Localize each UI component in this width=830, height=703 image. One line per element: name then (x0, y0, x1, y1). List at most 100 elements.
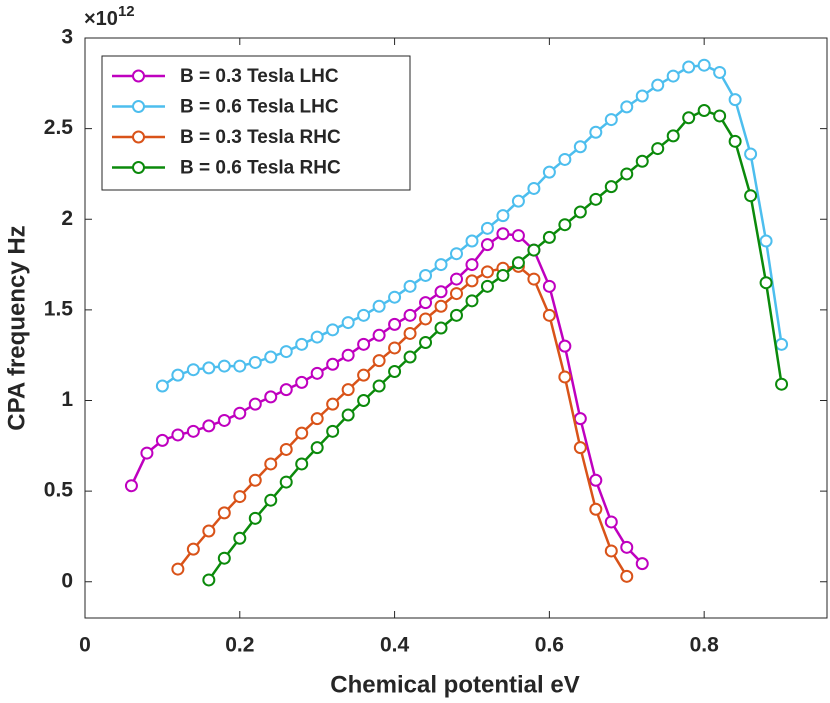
point (341, 408, 355, 422)
point (217, 506, 231, 520)
point (310, 441, 324, 455)
point (450, 272, 463, 286)
point (357, 394, 371, 407)
point (635, 557, 649, 571)
point (341, 348, 355, 362)
point (326, 424, 340, 438)
point (372, 354, 386, 368)
point (279, 383, 293, 397)
point (775, 377, 789, 391)
legend-label: B = 0.6 Tesla RHC (180, 158, 341, 179)
point (635, 154, 649, 168)
point (372, 299, 386, 313)
point (264, 493, 278, 507)
point (573, 205, 587, 219)
point (542, 279, 556, 293)
point (388, 341, 402, 355)
point (697, 104, 711, 117)
point (419, 312, 433, 326)
point (527, 243, 541, 257)
point (388, 317, 402, 331)
point (666, 129, 680, 143)
point (357, 308, 371, 322)
point (372, 379, 386, 393)
x-axis-label: Chemical potential eV (330, 671, 579, 698)
point (279, 475, 293, 489)
point (310, 330, 324, 344)
point (450, 287, 463, 301)
point (357, 337, 371, 351)
point (310, 412, 324, 426)
y-axis-label: CPA frequency Hz (3, 225, 30, 430)
point (682, 111, 696, 125)
x-tick-label: 0.4 (380, 634, 410, 657)
point (697, 58, 711, 72)
point (542, 165, 556, 179)
point (651, 78, 665, 92)
point (682, 60, 696, 74)
point (388, 290, 402, 304)
point (419, 296, 433, 310)
point (341, 316, 355, 330)
point (480, 265, 494, 279)
point (511, 194, 525, 208)
point (171, 428, 185, 442)
point (233, 531, 247, 545)
point (310, 366, 324, 380)
point (620, 540, 634, 554)
point (186, 542, 200, 556)
point (450, 308, 463, 322)
point (604, 180, 618, 194)
point (759, 276, 773, 290)
point (171, 562, 185, 576)
point (666, 69, 680, 83)
point (713, 109, 727, 123)
point (264, 457, 278, 471)
x-tick-label: 0 (79, 634, 91, 657)
point (589, 192, 603, 206)
point (233, 490, 247, 504)
point (620, 100, 634, 114)
y-tick-label: 0 (61, 569, 73, 592)
point (248, 355, 262, 369)
point (604, 113, 618, 127)
point (403, 326, 417, 340)
point (264, 350, 278, 364)
point (434, 285, 448, 299)
point (775, 337, 789, 351)
point (434, 299, 448, 313)
point (558, 152, 572, 166)
point (248, 397, 262, 411)
point (434, 258, 448, 272)
point (186, 424, 200, 438)
y-tick-label: 2.5 (44, 116, 74, 139)
point (295, 337, 309, 351)
point (357, 368, 371, 382)
point (465, 258, 479, 272)
y-multiplier-exponent: 12 (118, 3, 135, 20)
point (295, 426, 309, 440)
point (372, 328, 386, 342)
point (728, 93, 742, 107)
point (759, 234, 773, 248)
point (604, 515, 618, 529)
y-tick-label: 1 (61, 388, 73, 411)
point (480, 279, 494, 293)
point (573, 140, 587, 154)
point (465, 294, 479, 308)
point (542, 230, 556, 244)
point (558, 370, 572, 384)
point (713, 65, 727, 79)
y-tick-label: 0.5 (44, 479, 74, 502)
point (542, 308, 556, 322)
y-multiplier-base: ×10 (84, 8, 118, 30)
point (728, 134, 742, 148)
legend: B = 0.3 Tesla LHC B = 0.6 Tesla LHC B = 0.… (101, 55, 411, 191)
point (217, 359, 231, 373)
series-line (130, 232, 644, 565)
y-tick-label: 1.5 (44, 297, 74, 320)
point (279, 345, 293, 359)
point (217, 413, 231, 427)
point (465, 274, 479, 288)
